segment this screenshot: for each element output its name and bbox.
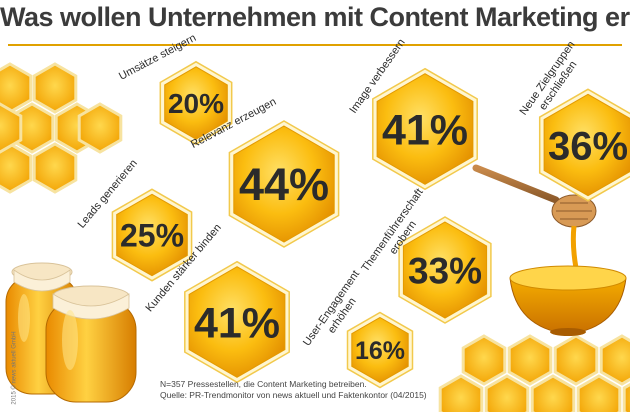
honeycomb-decoration-bottom-right bbox=[438, 334, 630, 412]
source-note: N=357 Pressestellen, die Content Marketi… bbox=[160, 379, 427, 401]
data-hexagon bbox=[164, 66, 228, 140]
value-label: 16% bbox=[355, 337, 405, 365]
value-label: 44% bbox=[239, 159, 329, 210]
data-cell: 41%Image verbessern bbox=[347, 37, 478, 191]
honeycomb-cell bbox=[77, 102, 123, 154]
honeycomb-cell bbox=[461, 334, 507, 386]
value-label: 33% bbox=[408, 250, 482, 291]
sample-note: N=357 Pressestellen, die Content Marketi… bbox=[160, 379, 367, 389]
honeycomb-cell bbox=[0, 142, 33, 194]
honeycomb-decoration-left bbox=[0, 62, 123, 194]
honeycomb-cell bbox=[32, 62, 78, 114]
honeycomb-cell bbox=[530, 374, 576, 412]
data-cell: 25%Leads generieren bbox=[76, 157, 193, 282]
data-cell: 16%User-Engagementerhöhen bbox=[301, 268, 414, 389]
value-label: 20% bbox=[168, 88, 224, 119]
honeycomb-cell bbox=[599, 334, 630, 386]
data-hexagon bbox=[351, 316, 409, 384]
data-cell: 36%Neue Zielgruppenerschließen bbox=[518, 39, 630, 202]
data-cell: 44%Relevanz erzeugen bbox=[189, 96, 340, 248]
honeycomb-cell bbox=[0, 62, 33, 114]
data-hexagon bbox=[116, 193, 188, 277]
value-label: 36% bbox=[548, 124, 628, 168]
data-cell: 33%Themenführerschafterobern bbox=[359, 187, 492, 324]
honeycomb-cell bbox=[0, 102, 23, 154]
honeycomb-cell bbox=[484, 374, 530, 412]
data-hexagon bbox=[188, 266, 286, 378]
data-hexagon bbox=[543, 93, 630, 197]
honeycomb-cell bbox=[507, 334, 553, 386]
honey-bowl-illustration bbox=[472, 164, 627, 336]
honeycomb-cell bbox=[576, 374, 622, 412]
value-label: 41% bbox=[194, 299, 280, 347]
title-divider bbox=[8, 44, 622, 46]
copyright-notice: 2015 © news aktuell GmbH bbox=[11, 331, 18, 405]
source-line: Quelle: PR-Trendmonitor von news aktuell… bbox=[160, 390, 427, 400]
honeycomb-cell bbox=[32, 142, 78, 194]
data-hexagon bbox=[233, 125, 335, 243]
honeycomb-cell bbox=[438, 374, 484, 412]
honey-jars-illustration bbox=[5, 262, 137, 403]
page-title: Was wollen Unternehmen mit Content Marke… bbox=[0, 2, 630, 32]
data-hexagon bbox=[376, 73, 474, 185]
value-label: 41% bbox=[382, 106, 468, 154]
honeycomb-cell bbox=[622, 382, 630, 412]
honeycomb-cell bbox=[553, 334, 599, 386]
value-label: 25% bbox=[120, 218, 184, 254]
data-hexagon bbox=[402, 221, 488, 319]
